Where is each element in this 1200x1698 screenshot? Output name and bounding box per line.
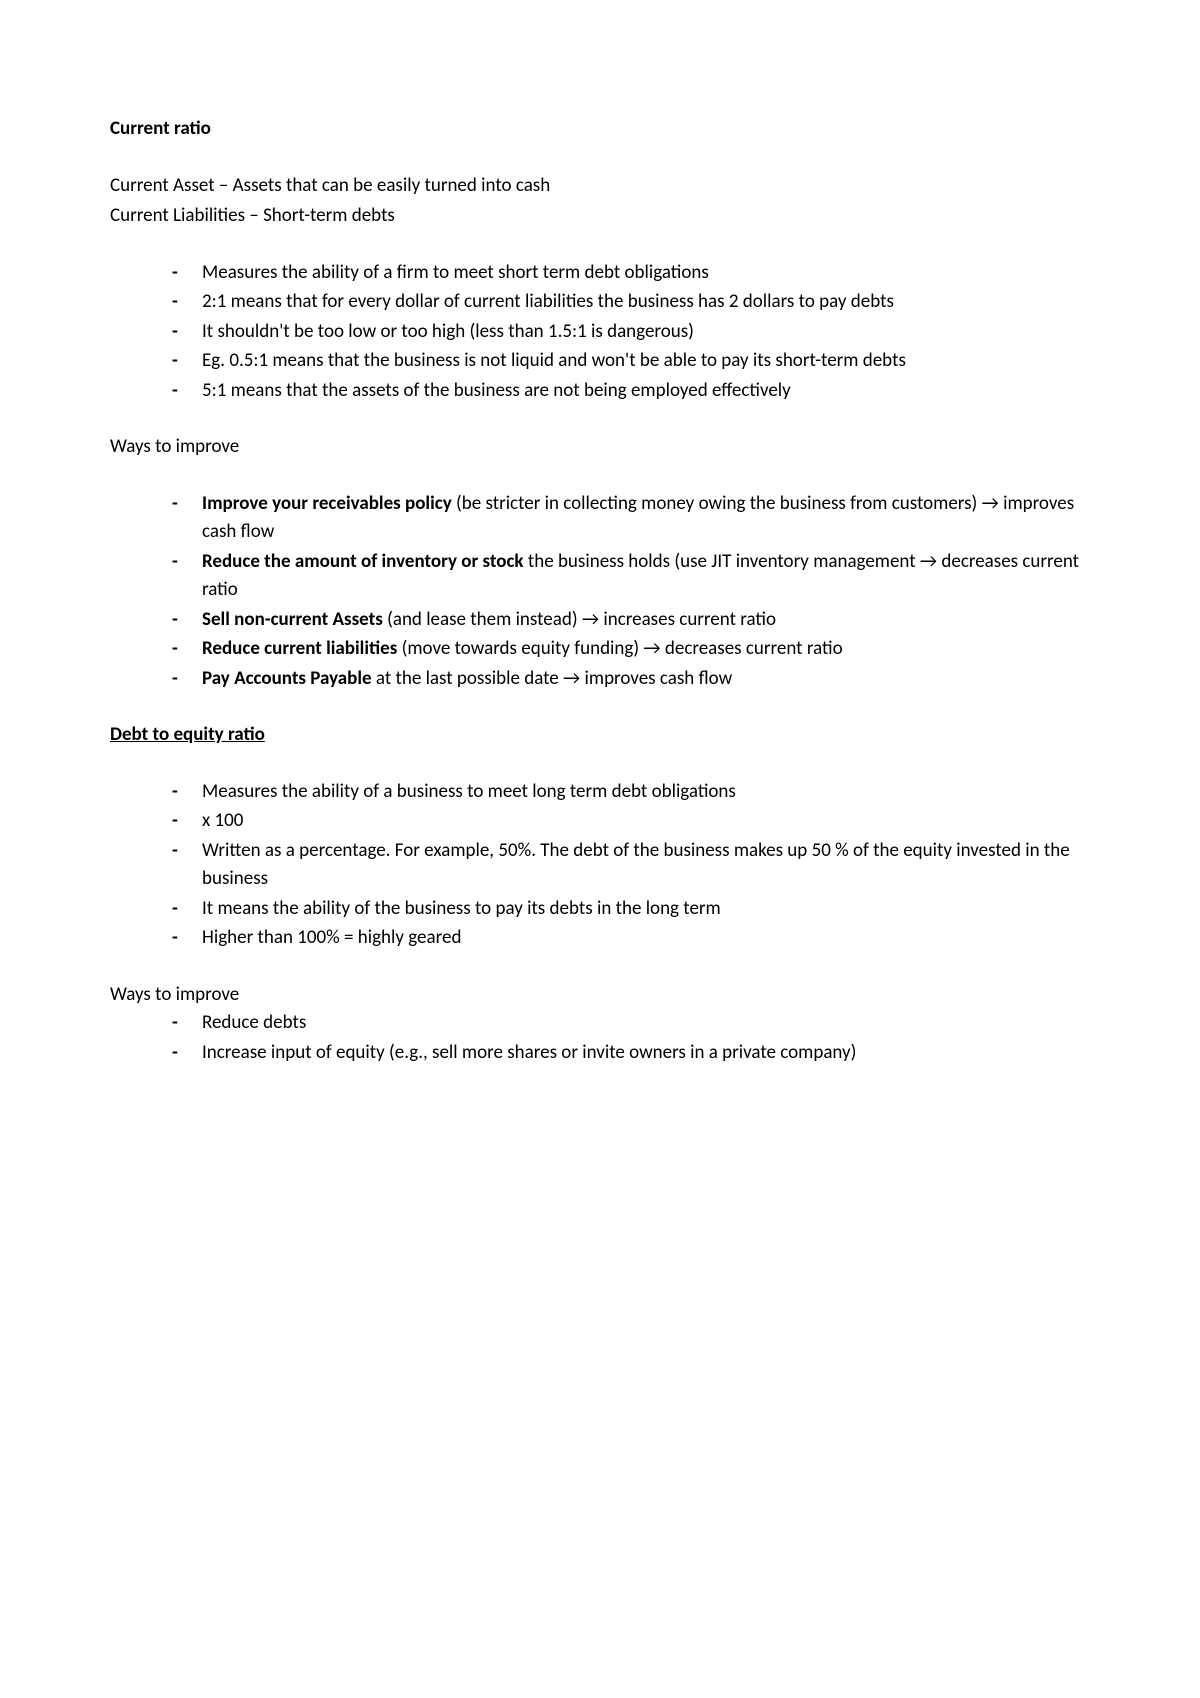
heading-current-ratio: Current ratio (110, 115, 1090, 144)
list-item-rest: (move towards equity funding) → decrease… (397, 637, 842, 660)
list-item: Increase input of equity (e.g., sell mor… (172, 1039, 1090, 1068)
definition-current-asset: Current Asset – Assets that can be easil… (110, 172, 1090, 201)
subheading-ways-to-improve-2: Ways to improve (110, 981, 1090, 1010)
list-item-bold: Sell non-current Assets (202, 608, 383, 631)
list-item-bold: Reduce current liabilities (202, 637, 397, 660)
list-item: Reduce debts (172, 1009, 1090, 1038)
list-item: 5:1 means that the assets of the busines… (172, 377, 1090, 406)
definition-current-liabilities: Current Liabilities – Short-term debts (110, 202, 1090, 231)
current-ratio-list: Measures the ability of a firm to meet s… (110, 259, 1090, 406)
definitions-block: Current Asset – Assets that can be easil… (110, 172, 1090, 231)
list-item: Reduce current liabilities (move towards… (172, 635, 1090, 664)
list-item: Measures the ability of a firm to meet s… (172, 259, 1090, 288)
list-item: Sell non-current Assets (and lease them … (172, 606, 1090, 635)
list-item: 2:1 means that for every dollar of curre… (172, 288, 1090, 317)
list-item: Measures the ability of a business to me… (172, 778, 1090, 807)
list-item: Reduce the amount of inventory or stock … (172, 548, 1090, 605)
debt-equity-list: Measures the ability of a business to me… (110, 778, 1090, 953)
subheading-ways-to-improve-1: Ways to improve (110, 433, 1090, 462)
heading-debt-to-equity: Debt to equity ratio (110, 721, 1090, 750)
list-item: It shouldn't be too low or too high (les… (172, 318, 1090, 347)
list-item-bold: Reduce the amount of inventory or stock (202, 550, 524, 573)
list-item: Pay Accounts Payable at the last possibl… (172, 665, 1090, 694)
list-item: Higher than 100% = highly geared (172, 924, 1090, 953)
list-item-bold: Pay Accounts Payable (202, 667, 372, 690)
list-item-rest: (and lease them instead) → increases cur… (383, 608, 776, 631)
list-item-rest: at the last possible date → improves cas… (372, 667, 733, 690)
list-item: Written as a percentage. For example, 50… (172, 837, 1090, 894)
improve-debt-equity-list: Reduce debts Increase input of equity (e… (110, 1009, 1090, 1067)
list-item-bold: Improve your receivables policy (202, 492, 452, 515)
list-item: Improve your receivables policy (be stri… (172, 490, 1090, 547)
improve-current-ratio-list: Improve your receivables policy (be stri… (110, 490, 1090, 694)
list-item: x 100 (172, 807, 1090, 836)
list-item: Eg. 0.5:1 means that the business is not… (172, 347, 1090, 376)
list-item: It means the ability of the business to … (172, 895, 1090, 924)
